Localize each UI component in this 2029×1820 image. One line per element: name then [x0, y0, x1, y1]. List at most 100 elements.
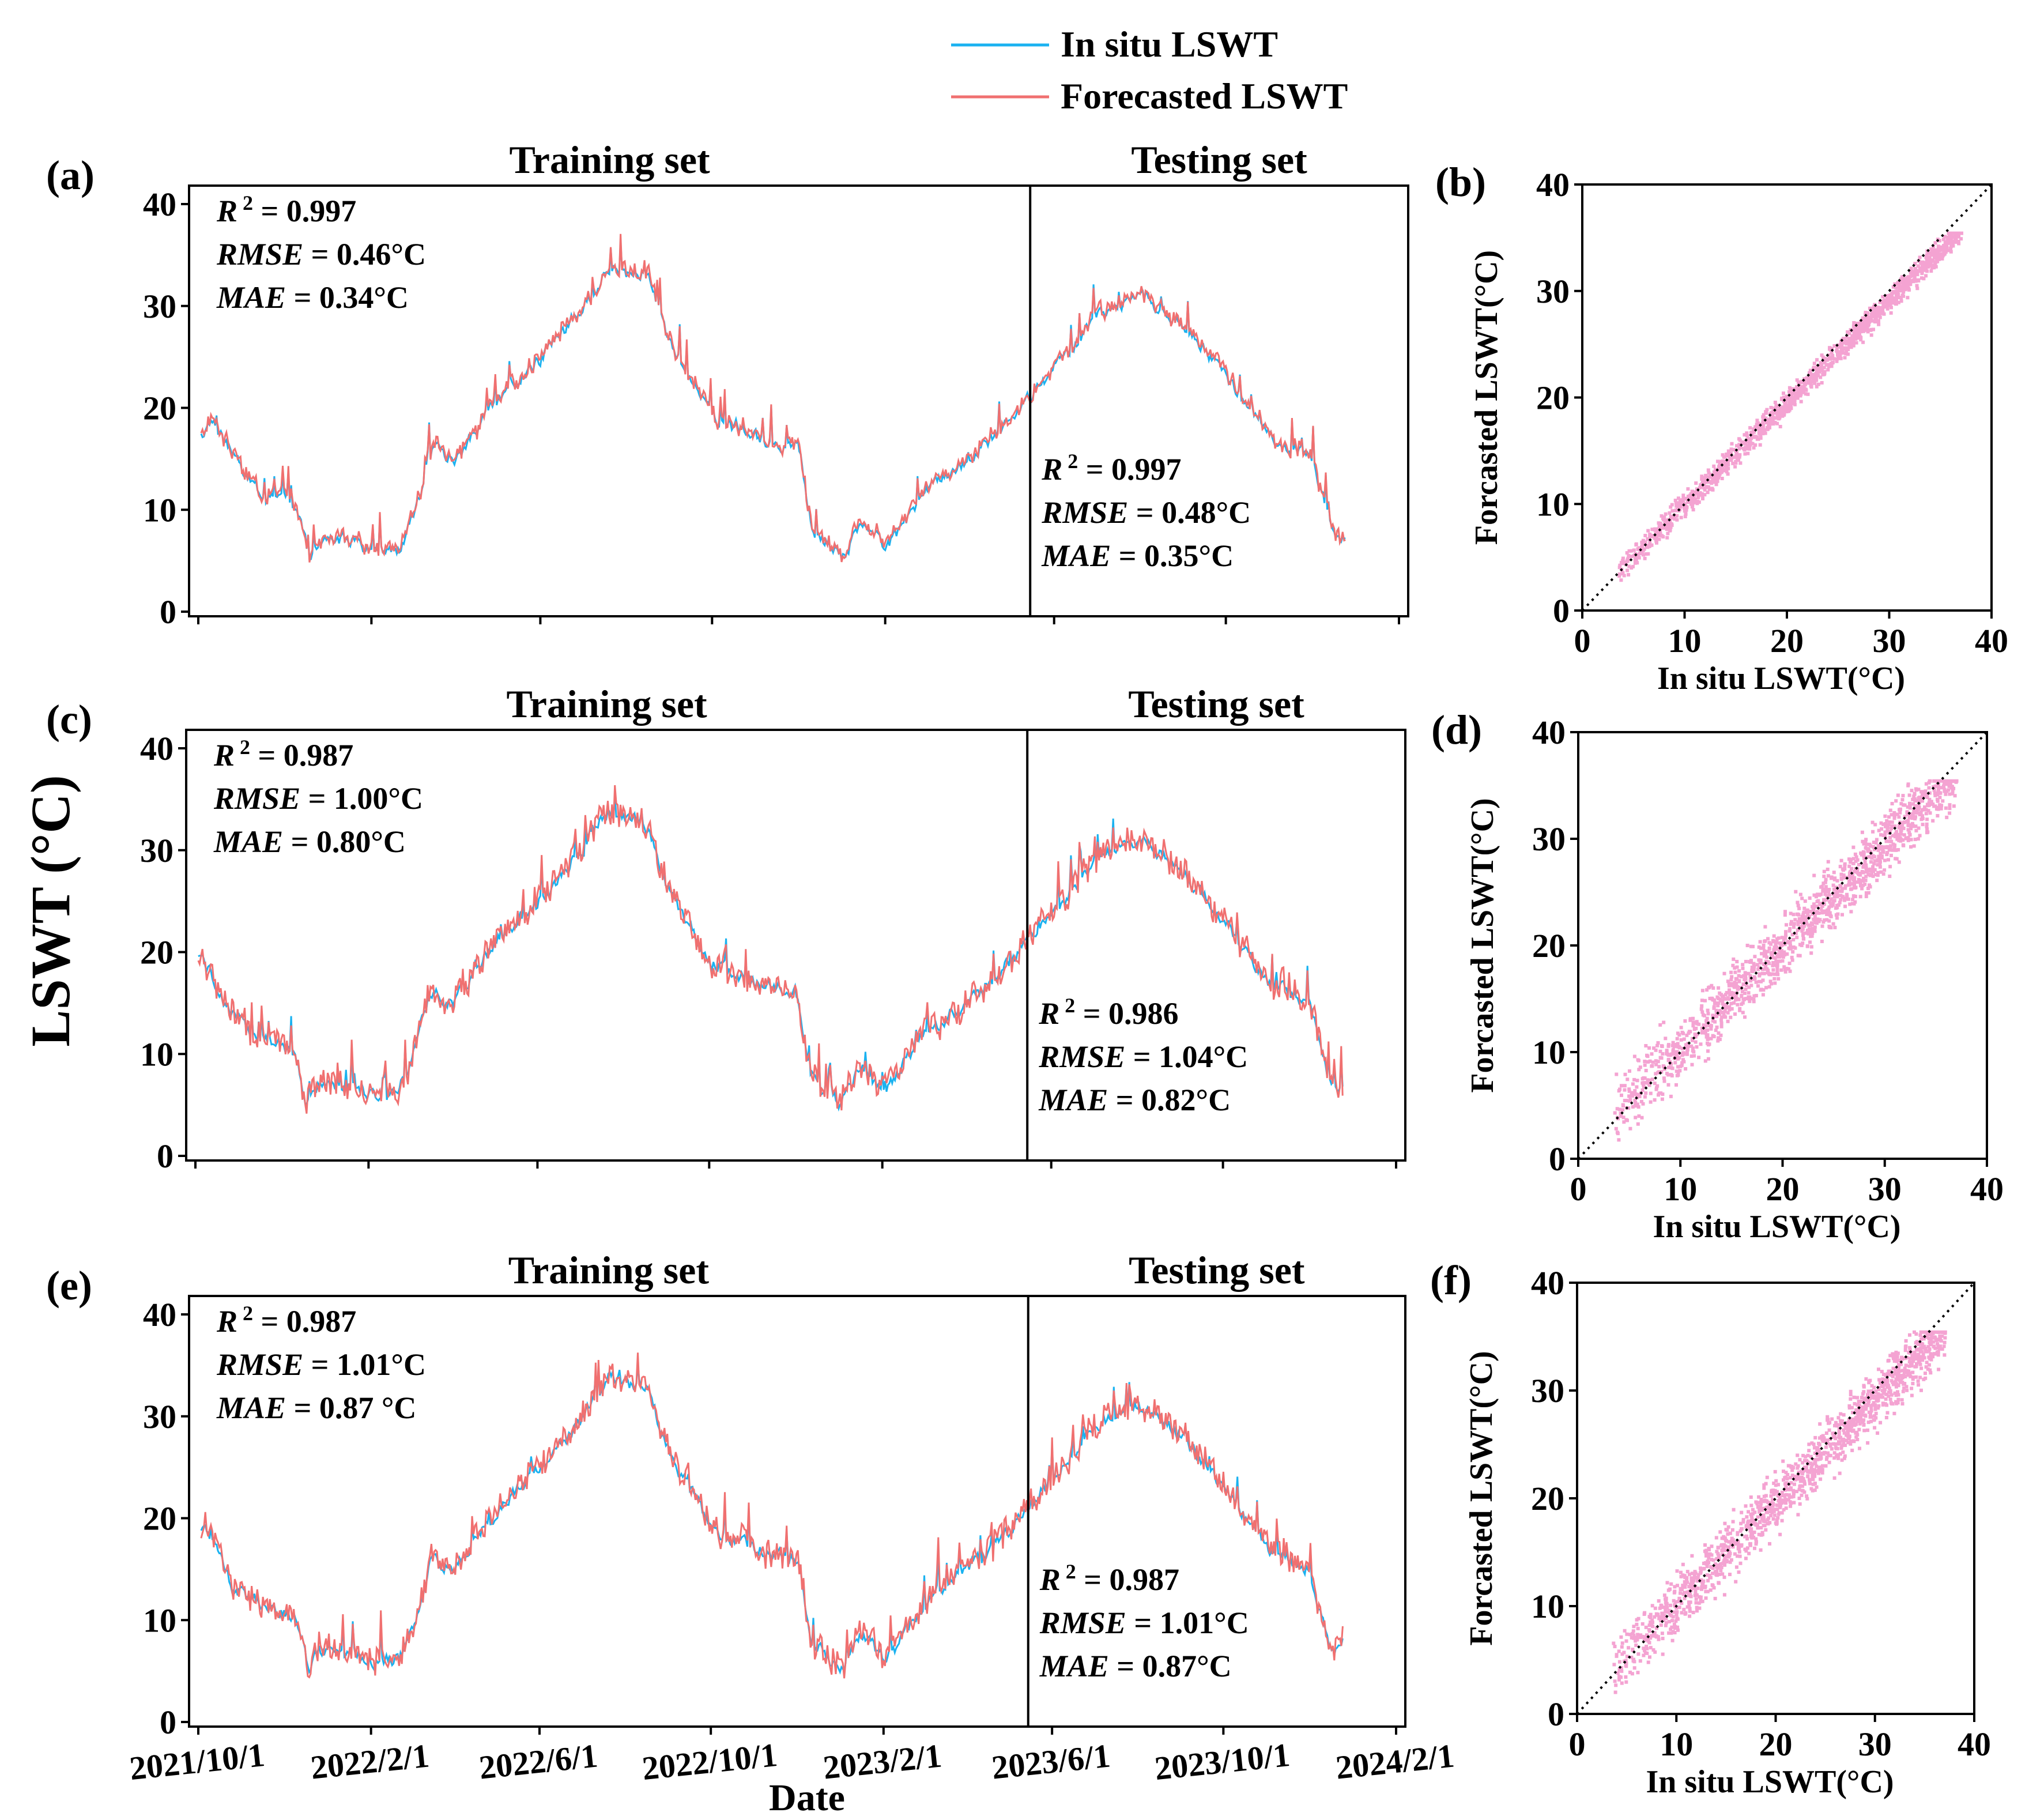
x-tick-label: 40	[1970, 1170, 2004, 1208]
y-tick-label: 10	[140, 1035, 174, 1073]
panel-label: (e)	[46, 1263, 92, 1309]
panel-label: (f)	[1430, 1257, 1472, 1303]
x-tick-label: 2022/10/1	[640, 1736, 779, 1787]
y-tick-label: 40	[143, 1296, 176, 1333]
x-tick-label: 2021/10/1	[128, 1736, 267, 1787]
test-stats-mae: MAE = 0.82°C	[1038, 1083, 1231, 1117]
training-set-title: Training set	[507, 682, 708, 726]
y-tick-label: 30	[140, 832, 174, 869]
timeseries-panel-e: 0 10 20 30 40 2021/10/1 2022/2/1 2022/6/1 2022/1…	[46, 1248, 1456, 1787]
scatter-panel-b: 0 10 20 30 40 0 10 20 30 40 In situ LSWT(°C) Forcas…	[1435, 159, 2008, 696]
x-tick-label: 0	[1574, 622, 1591, 660]
plot-frame	[188, 1295, 1406, 1728]
y-tick-label: 20	[1532, 927, 1566, 964]
scatter-points	[1613, 779, 1959, 1142]
plot-frame	[185, 729, 1406, 1162]
legend-label-insitu: In situ LSWT	[1061, 24, 1278, 65]
y-tick-label: 10	[143, 1602, 176, 1639]
panel-label: (a)	[46, 152, 95, 198]
legend-label-forecast: Forecasted LSWT	[1061, 76, 1348, 116]
x-tick-label: 20	[1766, 1170, 1800, 1208]
x-tick-label: 20	[1770, 622, 1804, 660]
x-tick-label: 40	[1975, 622, 2008, 660]
x-tick-label: 0	[1570, 1170, 1587, 1208]
scatter-y-title: Forcasted LSWT(°C)	[1465, 798, 1500, 1092]
scatter-y-title: Forcasted LSWT(°C)	[1464, 1351, 1499, 1645]
y-tick-label: 20	[1531, 1480, 1564, 1517]
test-stats-rmse: RMSE = 1.04°C	[1038, 1039, 1248, 1074]
train-stats-mae: MAE = 0.34°C	[216, 280, 409, 315]
y-tick-label: 20	[1536, 379, 1570, 417]
test-stats-r2: R 2 = 0.997	[1041, 450, 1181, 487]
y-tick-label: 40	[143, 186, 176, 223]
x-tick-label: 2024/2/1	[1334, 1737, 1456, 1787]
timeseries-panel-a: 0 10 20 30 40 Training set Testing set (a) R 2 =…	[46, 138, 1409, 631]
y-tick-label: 30	[1532, 820, 1566, 858]
x-tick-label: 30	[1868, 1170, 1902, 1208]
forecasted-lswt-line	[200, 1352, 1344, 1679]
testing-set-title: Testing set	[1129, 1248, 1305, 1292]
y-tick-label: 0	[1548, 1695, 1564, 1733]
train-stats-rmse: RMSE = 0.46°C	[216, 237, 426, 272]
plot-frame	[188, 184, 1409, 617]
y-tick-label: 10	[1536, 485, 1570, 523]
x-axis-title-date: Date	[769, 1777, 845, 1819]
x-tick-label: 2023/10/1	[1153, 1736, 1292, 1787]
scatter-panel-d: 0 10 20 30 40 0 10 20 30 40 In situ LSWT(°C) Forcas…	[1431, 707, 2004, 1245]
test-stats-mae: MAE = 0.35°C	[1041, 538, 1234, 573]
training-set-title: Training set	[510, 138, 711, 182]
x-tick-label: 30	[1873, 622, 1906, 660]
one-to-one-reference-line	[1576, 1282, 1975, 1715]
scatter-x-title: In situ LSWT(°C)	[1646, 1764, 1894, 1800]
legend: In situ LSWT Forecasted LSWT	[951, 24, 1348, 116]
train-stats-r2: R 2 = 0.987	[216, 1302, 356, 1339]
y-axis-title-lswt: LSWT (°C)	[20, 775, 81, 1046]
training-set-title: Training set	[508, 1248, 710, 1292]
y-tick-label: 20	[140, 934, 174, 971]
timeseries-panel-c: 0 10 20 30 40 Training set Testing set (c) R 2 =…	[46, 682, 1406, 1175]
scatter-y-title: Forcasted LSWT(°C)	[1469, 250, 1504, 545]
test-stats-r2: R 2 = 0.987	[1039, 1560, 1179, 1597]
test-stats-rmse: RMSE = 0.48°C	[1041, 495, 1251, 530]
x-tick-label: 2023/2/1	[821, 1737, 944, 1787]
x-tick-label: 10	[1664, 1170, 1697, 1208]
scatter-points	[1612, 1330, 1947, 1694]
y-tick-label: 40	[1532, 714, 1566, 751]
testing-set-title: Testing set	[1131, 138, 1307, 182]
panel-label: (b)	[1435, 159, 1486, 205]
forecasted-lswt-line	[197, 785, 1344, 1114]
train-stats-mae: MAE = 0.80°C	[213, 824, 406, 859]
y-tick-label: 20	[143, 1500, 176, 1538]
panel-label: (c)	[46, 696, 92, 743]
y-tick-label: 10	[1532, 1034, 1566, 1071]
testing-set-title: Testing set	[1128, 682, 1304, 726]
train-stats-mae: MAE = 0.87 °C	[216, 1391, 416, 1425]
panel-label: (d)	[1431, 707, 1482, 753]
x-tick-label: 2023/6/1	[990, 1737, 1112, 1787]
test-stats-rmse: RMSE = 1.01°C	[1039, 1606, 1249, 1640]
one-to-one-reference-line	[1577, 731, 1988, 1160]
y-tick-label: 20	[143, 390, 176, 427]
x-tick-label: 10	[1660, 1725, 1693, 1763]
x-tick-label: 20	[1759, 1725, 1793, 1763]
y-tick-label: 10	[143, 491, 176, 529]
test-stats-r2: R 2 = 0.986	[1038, 994, 1178, 1031]
scatter-x-title: In situ LSWT(°C)	[1657, 661, 1905, 696]
forecasted-lswt-line	[200, 233, 1346, 563]
y-tick-label: 0	[160, 593, 176, 631]
scatter-points	[1617, 231, 1963, 582]
y-tick-label: 30	[1531, 1372, 1564, 1410]
x-tick-label: 2022/2/1	[309, 1737, 431, 1787]
y-tick-label: 0	[1553, 592, 1570, 630]
x-tick-label: 30	[1858, 1725, 1892, 1763]
x-tick-label: 0	[1569, 1725, 1586, 1763]
train-stats-r2: R 2 = 0.987	[213, 736, 353, 773]
train-stats-r2: R 2 = 0.997	[216, 191, 356, 228]
x-tick-label: 10	[1668, 622, 1702, 660]
x-tick-label: 40	[1958, 1725, 1991, 1763]
y-tick-label: 40	[140, 730, 174, 767]
x-tick-label: 2022/6/1	[477, 1737, 599, 1787]
train-stats-rmse: RMSE = 1.00°C	[213, 781, 423, 816]
y-tick-label: 30	[1536, 273, 1570, 310]
